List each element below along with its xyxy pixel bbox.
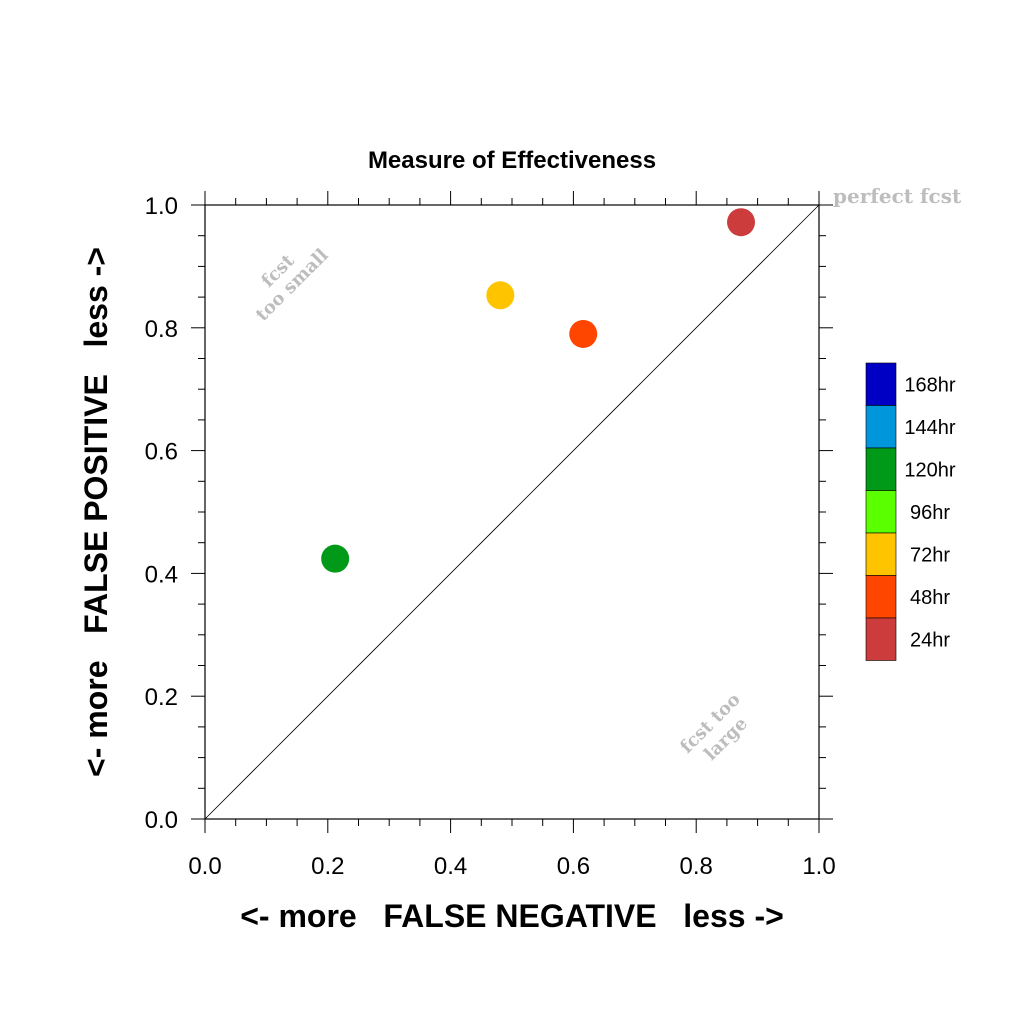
y-tick-label: 0.6 xyxy=(145,439,178,466)
y-tick-label: 0.2 xyxy=(145,684,178,711)
legend-label-72hr: 72hr xyxy=(910,544,950,566)
chart-title: Measure of Effectiveness xyxy=(368,147,656,174)
lead-time-legend: 168hr 144hr 120hr 96hr 72hr 48hr 24hr xyxy=(865,362,956,661)
fcst-too-large-label: fcst too large xyxy=(676,689,752,765)
legend-label-144hr: 144hr xyxy=(904,417,955,439)
legend-label-48hr: 48hr xyxy=(910,587,950,609)
y-tick-label: 0.4 xyxy=(145,561,178,588)
y-tick-label: 0.0 xyxy=(145,807,178,834)
legend-label-96hr: 96hr xyxy=(910,502,950,524)
x-tick-label: 1.0 xyxy=(802,853,835,880)
x-axis-label: <- more FALSE NEGATIVE less -> xyxy=(240,898,784,934)
y-tick-label: 1.0 xyxy=(145,193,178,220)
legend-swatch-96hr xyxy=(865,490,897,534)
too-small-line-2: too small xyxy=(252,245,333,326)
legend-label-120hr: 120hr xyxy=(904,459,955,481)
legend-swatch-48hr xyxy=(865,575,897,619)
perfect-fcst-label: perfect fcst xyxy=(833,184,962,208)
data-points xyxy=(321,208,756,573)
legend-swatch-24hr xyxy=(865,617,897,661)
y-axis-label: <- more FALSE POSITIVE less -> xyxy=(78,247,114,777)
legend-swatch-72hr xyxy=(865,532,897,576)
legend-swatch-120hr xyxy=(865,447,897,491)
x-tick-label: 0.8 xyxy=(680,853,713,880)
x-tick-label: 0.6 xyxy=(557,853,590,880)
data-point-48hr xyxy=(569,319,598,348)
x-tick-label: 0.0 xyxy=(188,853,221,880)
legend-label-168hr: 168hr xyxy=(904,374,955,396)
data-point-24hr xyxy=(727,208,756,237)
x-tick-label: 0.4 xyxy=(434,853,467,880)
data-point-72hr xyxy=(486,281,515,310)
x-tick-label: 0.2 xyxy=(311,853,344,880)
legend-swatch-168hr xyxy=(865,362,897,406)
fcst-too-small-label: fcst too small xyxy=(252,245,333,326)
diagonal-reference-line xyxy=(204,204,820,820)
data-point-120hr xyxy=(321,544,350,573)
legend-swatch-144hr xyxy=(865,405,897,449)
legend-label-24hr: 24hr xyxy=(910,629,950,651)
y-tick-label: 0.8 xyxy=(145,316,178,343)
plot-axes: 0.0 0.2 0.4 0.6 0.8 1.0 0.0 0.2 0.4 0.6 0.8 1.0 xyxy=(145,191,836,880)
